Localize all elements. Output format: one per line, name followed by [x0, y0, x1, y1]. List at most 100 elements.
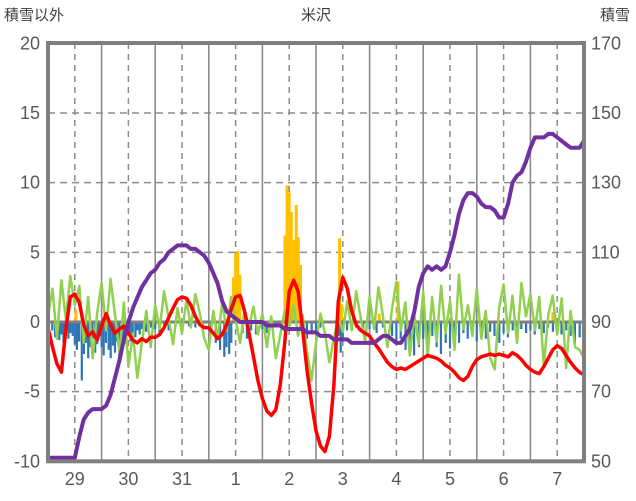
orange-bars [340, 303, 344, 322]
blue-bars [58, 322, 61, 341]
blue-bars [502, 322, 505, 334]
blue-bars [100, 322, 103, 348]
blue-bars [104, 322, 107, 343]
blue-bars [223, 322, 226, 357]
blue-bars [422, 322, 425, 339]
blue-bars [136, 322, 139, 331]
blue-bars [60, 322, 63, 335]
x-axis-label: 29 [65, 469, 85, 489]
blue-bars [123, 322, 126, 339]
blue-bars [154, 322, 157, 329]
orange-bars [236, 250, 240, 322]
blue-bars [134, 322, 137, 338]
blue-bars [187, 322, 191, 327]
left-axis-tick-label: -5 [24, 382, 40, 402]
blue-bars [51, 322, 54, 331]
blue-bars [375, 322, 378, 334]
blue-bars [551, 322, 554, 332]
blue-bars [310, 322, 313, 334]
blue-bars [453, 322, 456, 338]
blue-bars [493, 322, 496, 336]
orange-bars [377, 313, 381, 322]
blue-bars [413, 322, 416, 356]
x-axis-label: 3 [338, 469, 348, 489]
blue-bars [131, 322, 134, 334]
orange-bars [283, 235, 287, 322]
blue-bars [265, 322, 268, 334]
orange-bars [285, 185, 289, 322]
blue-bars [466, 322, 469, 339]
blue-bars [439, 322, 442, 354]
blue-bars [67, 322, 70, 339]
orange-bars [287, 192, 291, 322]
right-axis-tick-label: 150 [591, 103, 621, 123]
blue-bars [109, 322, 112, 359]
blue-bars [346, 322, 349, 331]
blue-bars [426, 322, 429, 345]
blue-bars [80, 322, 83, 381]
orange-bars [296, 237, 300, 322]
blue-bars [225, 322, 228, 348]
blue-bars [489, 322, 492, 332]
blue-bars [314, 322, 318, 331]
blue-bars [62, 322, 65, 343]
blue-bars [565, 322, 568, 331]
orange-bars [551, 312, 555, 322]
blue-bars [458, 322, 461, 343]
blue-bars [87, 322, 90, 359]
blue-bars [145, 322, 148, 332]
orange-bars [299, 264, 302, 322]
left-axis-tick-label: -10 [14, 451, 40, 471]
blue-bars [391, 322, 394, 336]
blue-bars [250, 322, 253, 331]
right-axis-tick-label: 170 [591, 33, 621, 53]
blue-bars [96, 322, 99, 345]
blue-bars [538, 322, 541, 329]
blue-bars [525, 322, 528, 334]
blue-bars [339, 322, 342, 353]
orange-bars [234, 253, 238, 322]
blue-bars [395, 322, 398, 345]
green-line [46, 273, 586, 382]
blue-bars [69, 322, 72, 334]
blue-bars [475, 322, 478, 342]
blue-bars [529, 322, 532, 331]
left-axis-tick-label: 5 [30, 242, 40, 262]
blue-bars [111, 322, 114, 346]
x-axis-label: 7 [552, 469, 562, 489]
blue-bars [71, 322, 74, 336]
blue-bars [431, 322, 434, 336]
blue-bars [484, 322, 487, 339]
blue-bars [511, 322, 514, 331]
snow-depth-line [46, 131, 586, 460]
temperature-line [46, 275, 586, 454]
blue-bars [542, 322, 545, 334]
blue-bars [368, 322, 371, 329]
orange-bars [294, 205, 298, 322]
blue-bars [140, 322, 143, 329]
blue-bars [78, 322, 81, 342]
right-axis-title: 積雪 [599, 7, 630, 24]
right-axis-tick-label: 110 [591, 242, 620, 262]
blue-bars [102, 322, 105, 356]
right-axis-tick-label: 70 [591, 382, 611, 402]
x-axis-label: 4 [391, 469, 401, 489]
x-axis-label: 30 [118, 469, 138, 489]
blue-bars [75, 322, 78, 350]
blue-bars [228, 322, 231, 354]
left-axis-tick-label: 15 [20, 103, 40, 123]
left-axis-tick-label: 0 [30, 312, 40, 332]
blue-bars [569, 322, 572, 336]
blue-bars [129, 322, 132, 342]
x-axis-label: 1 [231, 469, 241, 489]
right-axis-tick-label: 50 [591, 451, 611, 471]
x-axis-label: 31 [172, 469, 192, 489]
blue-bars [107, 322, 110, 350]
blue-bars [138, 322, 141, 335]
x-axis-label: 5 [445, 469, 455, 489]
left-axis-tick-label: 20 [20, 33, 40, 53]
plot-border [46, 41, 586, 464]
left-axis-title: 積雪以外 [4, 7, 65, 24]
